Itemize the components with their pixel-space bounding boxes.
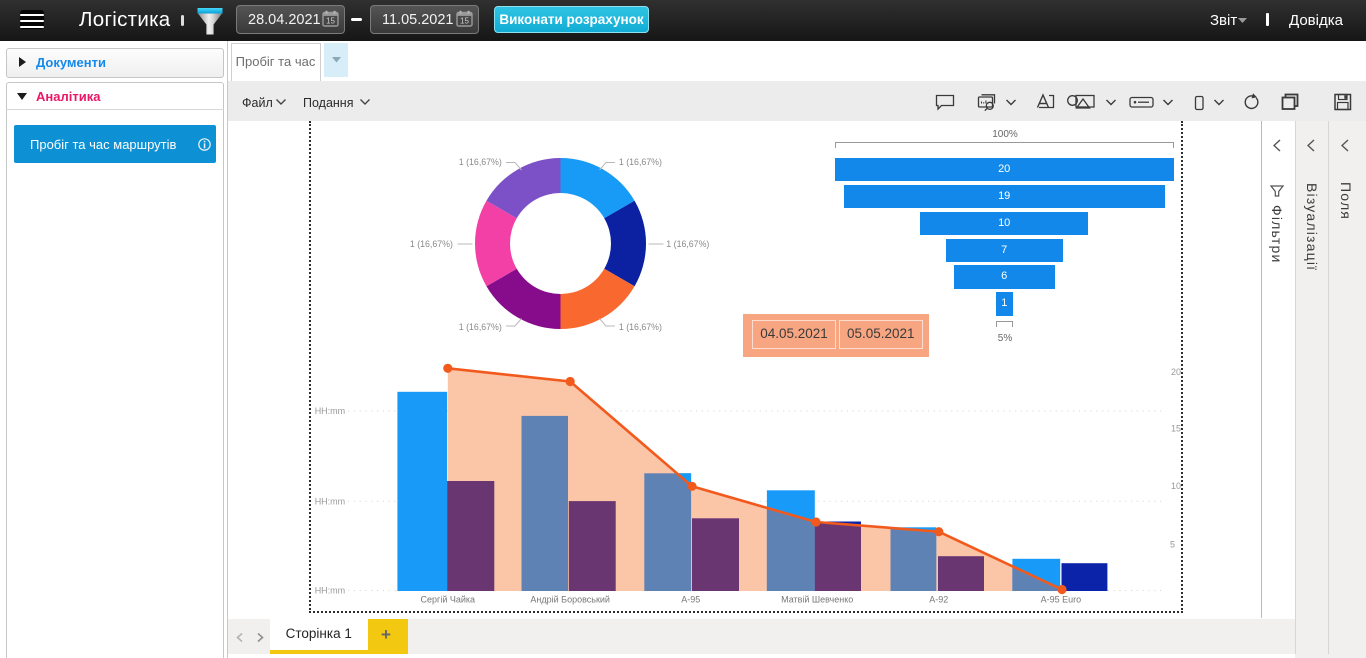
svg-text:А-92: А-92 (929, 595, 948, 605)
svg-text:15: 15 (1171, 424, 1181, 434)
svg-text:HH:mm: HH:mm (315, 497, 346, 507)
svg-text:А-95: А-95 (681, 595, 700, 605)
svg-text:А-95 Euro: А-95 Euro (1041, 595, 1082, 605)
svg-text:Андрій Боровський: Андрій Боровський (530, 595, 610, 605)
svg-text:15: 15 (326, 17, 335, 26)
svg-text:15: 15 (460, 17, 469, 26)
svg-text:1 (16,67%): 1 (16,67%) (459, 322, 502, 332)
svg-text:20: 20 (1171, 367, 1181, 377)
svg-text:HH:mm: HH:mm (315, 406, 346, 416)
svg-text:1 (16,67%): 1 (16,67%) (410, 239, 453, 249)
svg-text:1 (16,67%): 1 (16,67%) (459, 157, 502, 167)
svg-text:Сергій Чайка: Сергій Чайка (421, 595, 476, 605)
svg-text:1 (16,67%): 1 (16,67%) (619, 322, 662, 332)
svg-text:1 (16,67%): 1 (16,67%) (666, 239, 709, 249)
svg-text:Матвій Шевченко: Матвій Шевченко (781, 595, 853, 605)
svg-text:HH:mm: HH:mm (315, 586, 346, 596)
svg-text:10: 10 (1171, 481, 1181, 491)
svg-text:1 (16,67%): 1 (16,67%) (619, 157, 662, 167)
svg-text:5: 5 (1170, 539, 1175, 549)
